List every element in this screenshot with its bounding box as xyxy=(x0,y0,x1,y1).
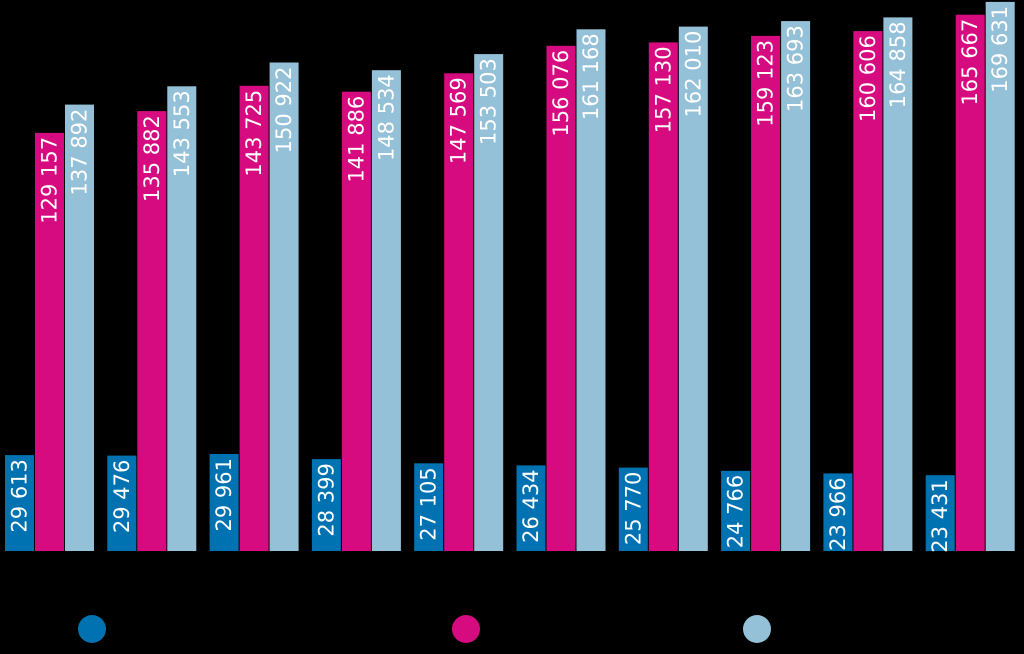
data-label-s3-c2: 143 553 xyxy=(170,90,194,177)
data-label-s1-c4: 28 399 xyxy=(314,463,338,536)
bar-s3-c4 xyxy=(371,70,401,551)
bar-s2-c8 xyxy=(751,35,781,551)
data-label-s1-c10: 23 431 xyxy=(928,479,952,552)
data-label-s3-c1: 137 892 xyxy=(68,109,92,196)
bar-s2-c9 xyxy=(853,31,883,552)
data-label-s3-c9: 164 858 xyxy=(886,21,910,108)
data-label-s1-c9: 23 966 xyxy=(826,477,850,550)
bar-s2-c2 xyxy=(137,111,167,551)
data-label-s2-c6: 156 076 xyxy=(549,50,573,137)
data-label-s1-c7: 25 770 xyxy=(621,472,645,545)
data-label-s1-c5: 27 105 xyxy=(417,467,441,540)
bar-s1-c4 xyxy=(311,459,341,551)
bars-group: 29 613 29 476 29 961 28 399 27 105 26 434 25 7… xyxy=(5,1,1015,553)
data-label-s2-c2: 135 882 xyxy=(140,115,164,202)
bar-s2-c5 xyxy=(444,73,474,552)
bar-s1-c2 xyxy=(107,455,137,551)
data-label-s1-c6: 26 434 xyxy=(519,469,543,542)
data-label-s2-c10: 165 667 xyxy=(958,19,982,106)
data-label-s3-c5: 153 503 xyxy=(477,58,501,145)
legend-marker-s2 xyxy=(452,615,480,643)
data-label-s3-c8: 163 693 xyxy=(784,25,808,112)
data-label-s3-c3: 150 922 xyxy=(272,67,296,154)
bar-s2-c10 xyxy=(955,14,985,551)
bar-s1-c7 xyxy=(618,467,648,551)
data-label-s3-c6: 161 168 xyxy=(579,33,603,120)
data-label-s1-c8: 24 766 xyxy=(724,475,748,548)
bar-s3-c6 xyxy=(576,29,606,552)
bar-s2-c3 xyxy=(239,85,269,552)
data-label-s2-c4: 141 886 xyxy=(344,96,368,183)
data-label-s1-c2: 29 476 xyxy=(110,460,134,533)
bar-s1-c1 xyxy=(5,455,34,551)
legend xyxy=(78,615,771,643)
bar-s3-c1 xyxy=(65,104,94,551)
data-label-s2-c1: 129 157 xyxy=(38,137,62,224)
bar-s2-c1 xyxy=(35,132,64,551)
bar-s1-c6 xyxy=(516,465,546,551)
data-label-s2-c9: 160 606 xyxy=(856,35,880,122)
bar-s3-c8 xyxy=(781,21,811,552)
bar-s3-c2 xyxy=(167,86,197,552)
bar-s3-c10 xyxy=(985,1,1015,551)
bar-s1-c3 xyxy=(209,454,239,551)
legend-marker-s3 xyxy=(743,615,771,643)
bar-s3-c5 xyxy=(474,54,504,551)
data-label-s2-c5: 147 569 xyxy=(447,77,471,164)
bar-s1-c8 xyxy=(721,470,751,551)
data-label-s1-c3: 29 961 xyxy=(212,458,236,531)
bar-s3-c3 xyxy=(269,62,299,551)
bar-s2-c6 xyxy=(546,45,576,552)
bar-s2-c4 xyxy=(341,91,371,551)
bar-s1-c10 xyxy=(925,475,955,551)
bar-s2-c7 xyxy=(648,42,678,552)
data-label-s2-c7: 157 130 xyxy=(651,46,675,133)
data-label-s2-c3: 143 725 xyxy=(242,90,266,177)
data-label-s2-c8: 159 123 xyxy=(754,40,778,127)
bar-s1-c9 xyxy=(823,473,853,551)
legend-marker-s1 xyxy=(78,615,106,643)
bar-s3-c7 xyxy=(678,26,708,552)
bar-s1-c5 xyxy=(414,463,444,551)
data-label-s3-c4: 148 534 xyxy=(374,74,398,161)
data-label-s3-c10: 169 631 xyxy=(988,6,1012,93)
data-label-s1-c1: 29 613 xyxy=(8,459,32,532)
data-label-s3-c7: 162 010 xyxy=(681,31,705,118)
bar-s3-c9 xyxy=(883,17,913,551)
